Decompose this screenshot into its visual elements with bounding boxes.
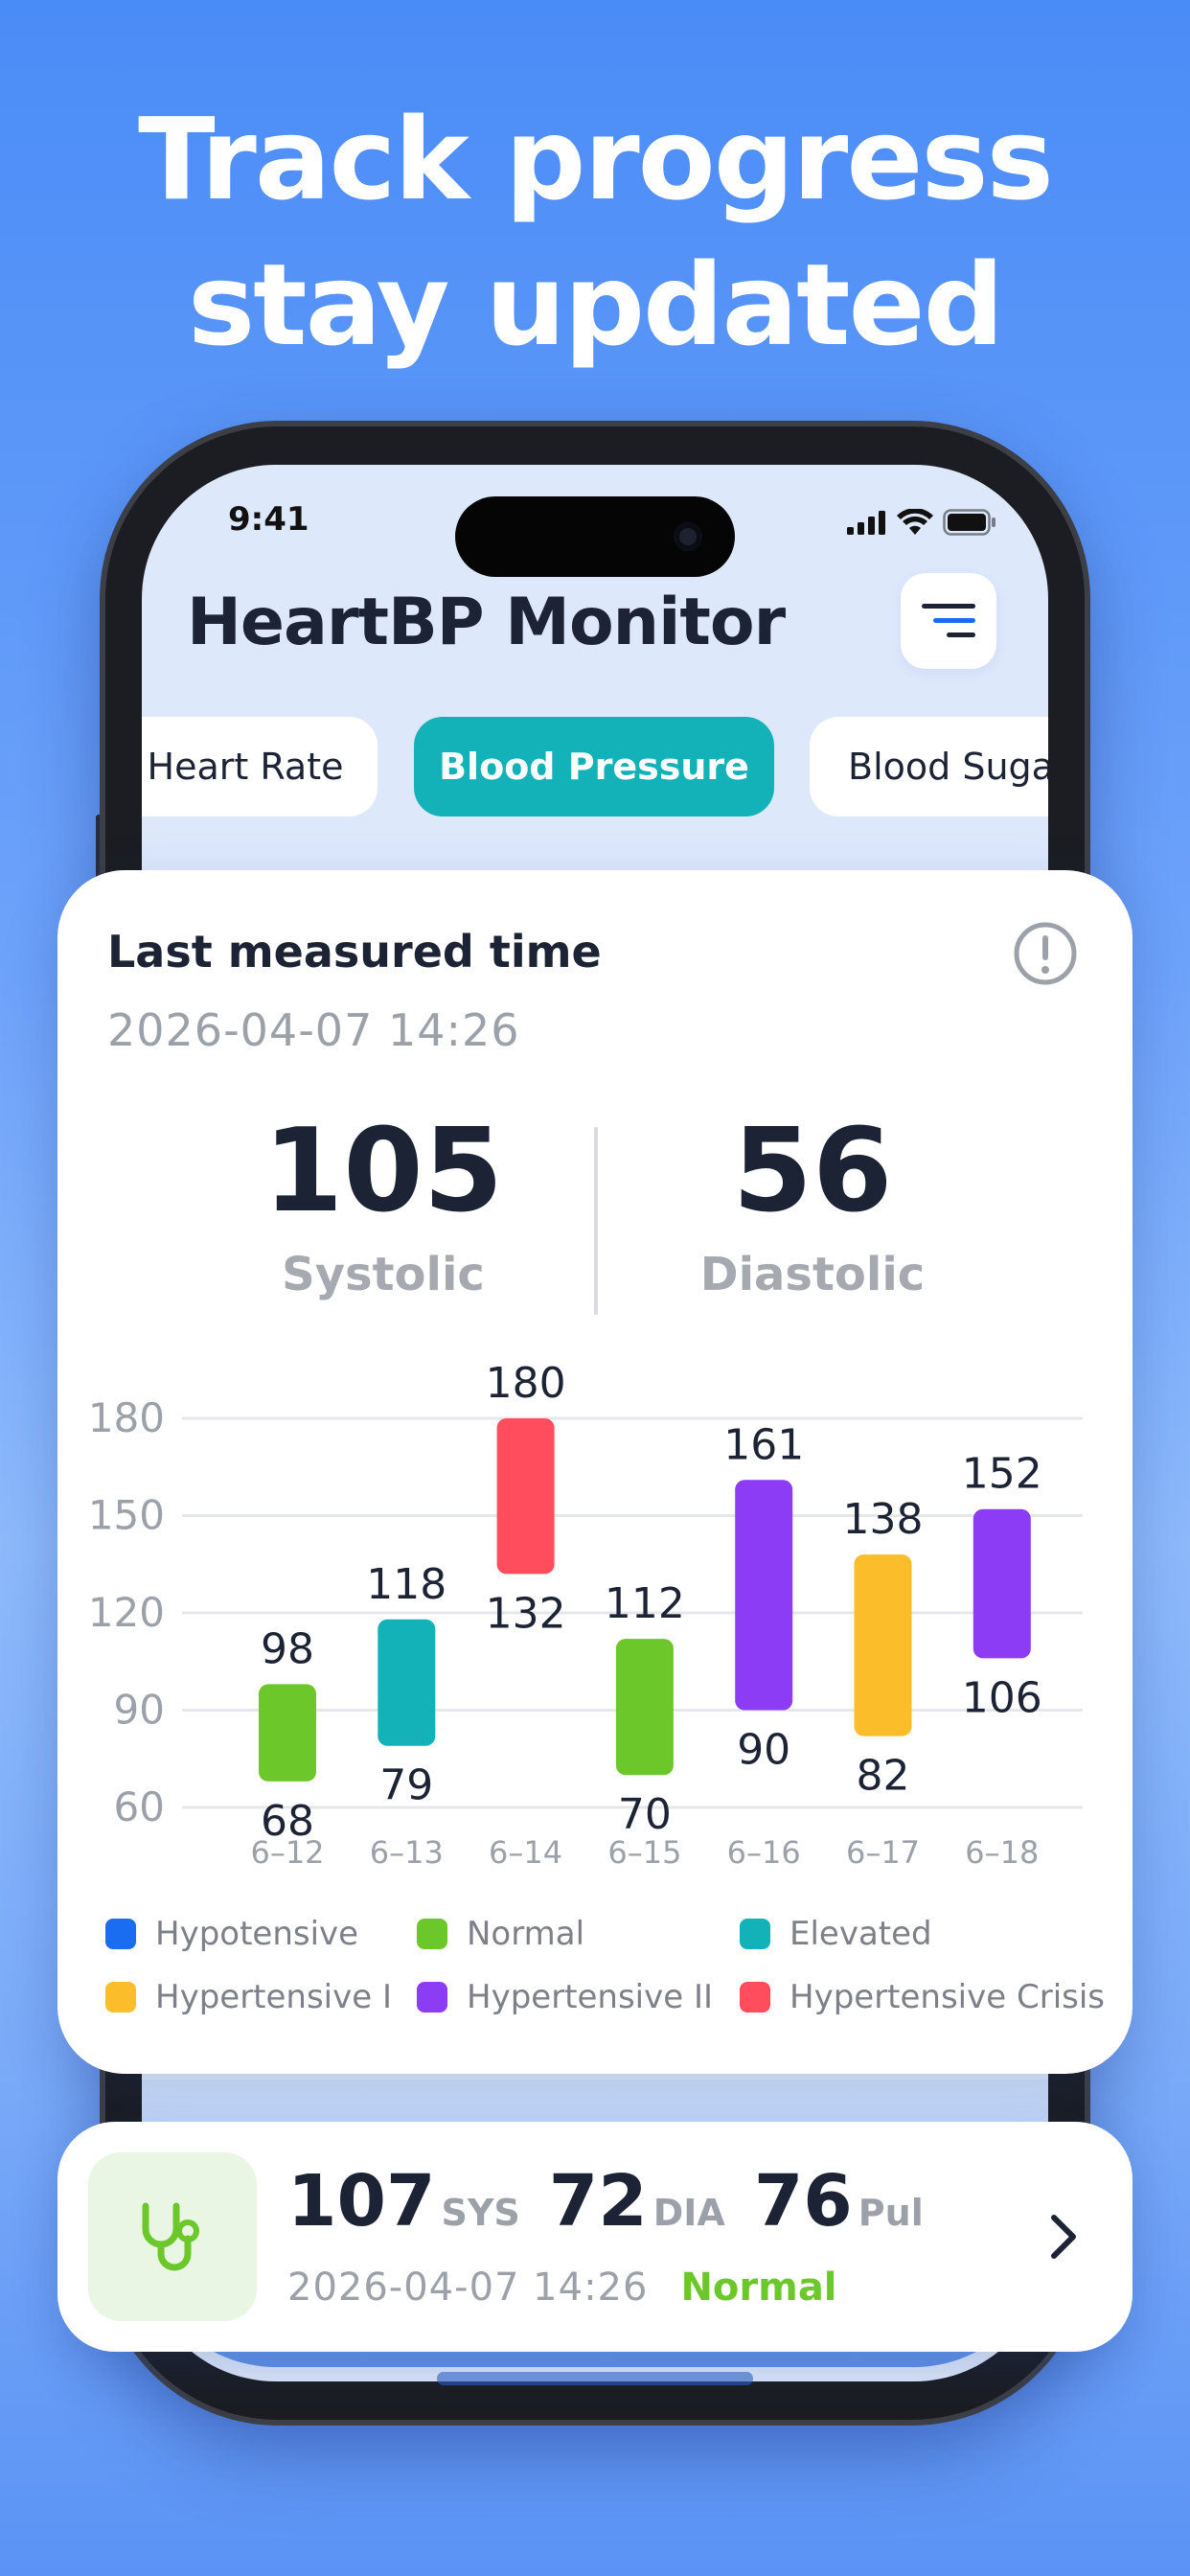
x-tick-label: 6–13 [370,1834,444,1871]
legend-swatch [740,1982,770,2012]
legend-item: Normal [417,1915,584,1953]
bar-high-label: 161 [723,1420,804,1469]
diastolic-label: Diastolic [699,1248,926,1301]
bar-low-label: 82 [857,1752,910,1801]
legend-item: Hypertensive II [417,1978,713,2016]
legend-item: Hypertensive Crisis [740,1978,1105,2016]
headline-line-2: stay updated [187,239,1004,371]
x-tick-label: 6–15 [607,1834,681,1871]
filter-menu-button[interactable] [901,573,996,669]
bar-low-label: 68 [261,1797,314,1846]
headline-line-1: Track progress [138,93,1054,225]
wifi-icon [897,509,933,535]
bp-range-bar[interactable] [378,1619,436,1746]
bp-range-bar[interactable] [735,1480,793,1711]
tab-blood-pressure[interactable]: Blood Pressure [414,717,774,816]
bp-range-bar[interactable] [854,1554,912,1736]
legend-swatch [740,1919,770,1949]
record-values: 107 SYS 72 DIA 76 Pul [287,2160,952,2242]
bar-high-label: 112 [605,1579,685,1628]
bar-high-label: 180 [486,1359,566,1408]
status-icons [847,508,996,537]
record-icon-tile [88,2152,257,2321]
record-status: Normal [680,2266,837,2310]
y-tick-label: 180 [88,1394,165,1441]
record-sys-value: 107 [287,2160,436,2242]
bp-range-bar[interactable] [973,1508,1031,1659]
battery-icon [943,509,995,536]
record-sys-unit: SYS [441,2192,520,2234]
record-dia-unit: DIA [652,2192,725,2234]
legend-label: Elevated [790,1915,932,1953]
bar-high-label: 98 [261,1624,314,1673]
legend-label: Hypertensive I [155,1978,392,2016]
bar-low-label: 79 [379,1761,433,1810]
y-tick-label: 90 [114,1687,165,1734]
app-title: HeartBP Monitor [187,585,786,660]
x-tick-label: 6–14 [489,1834,562,1871]
systolic-block: 105 Systolic [192,1105,575,1302]
x-tick-label: 6–16 [727,1834,801,1871]
bp-divider [594,1127,598,1315]
status-time: 9:41 [228,500,309,539]
legend-item: Hypotensive [105,1915,358,1953]
bar-low-label: 70 [618,1790,672,1839]
legend-swatch [417,1982,447,2012]
bp-range-bar[interactable] [615,1639,674,1776]
legend-label: Hypertensive II [467,1978,714,2016]
info-icon[interactable] [1012,920,1079,987]
bar-low-label: 106 [962,1673,1042,1722]
home-indicator [437,2372,753,2385]
legend-label: Hypertensive Crisis [790,1978,1106,2016]
bar-low-label: 132 [486,1589,566,1638]
last-measurement-card: Last measured time 2026-04-07 14:26 105 … [57,870,1133,2074]
tab-blood-sugar[interactable]: Blood Suga [810,717,1048,816]
cellular-signal-icon [847,511,885,535]
systolic-label: Systolic [282,1248,485,1301]
chevron-right-icon[interactable] [1044,2208,1083,2266]
bp-range-bar[interactable] [259,1684,316,1782]
legend-swatch [105,1919,136,1949]
last-measured-date: 2026-04-07 14:26 [107,1004,520,1056]
tab-heart-rate[interactable]: Heart Rate [142,717,378,816]
record-date: 2026-04-07 14:26 [287,2266,649,2310]
systolic-value: 105 [263,1105,504,1238]
record-pulse-value: 76 [753,2160,853,2242]
phone-side-button [96,815,105,882]
record-meta: 2026-04-07 14:26 Normal [287,2266,837,2310]
legend-label: Hypotensive [155,1915,359,1953]
diastolic-block: 56 Diastolic [621,1105,1004,1302]
bp-range-chart: 180 150 120 90 60 98 686–12 118 79 6–13 180 132 6–14… [88,1359,1083,1871]
stethoscope-icon [142,2202,199,2271]
category-tabs: Heart Rate Blood Pressure Blood Suga [142,717,1048,816]
x-tick-label: 6–12 [250,1834,324,1871]
bar-low-label: 90 [737,1726,790,1775]
bar-high-label: 118 [366,1560,446,1609]
headline: Track progress stay updated [0,86,1190,378]
y-tick-label: 60 [114,1783,165,1830]
filter-lines-icon [922,604,975,637]
latest-record-card[interactable]: 107 SYS 72 DIA 76 Pul 2026-04-07 14:26 N… [57,2122,1133,2352]
diastolic-value: 56 [732,1105,893,1238]
record-dia-value: 72 [548,2160,648,2242]
bar-high-label: 152 [962,1450,1042,1499]
x-tick-label: 6–17 [846,1834,920,1871]
record-pulse-unit: Pul [858,2192,924,2234]
legend-item: Hypertensive I [105,1978,392,2016]
y-tick-label: 150 [88,1492,165,1539]
legend-swatch [105,1982,136,2012]
legend-swatch [417,1919,447,1949]
card-title: Last measured time [107,926,602,978]
bp-range-bar[interactable] [496,1418,555,1575]
legend-item: Elevated [740,1915,932,1953]
y-tick-label: 120 [88,1589,165,1636]
camera-icon [674,522,702,551]
bar-high-label: 138 [843,1495,924,1544]
legend-label: Normal [467,1915,585,1953]
x-tick-label: 6–18 [965,1834,1039,1871]
